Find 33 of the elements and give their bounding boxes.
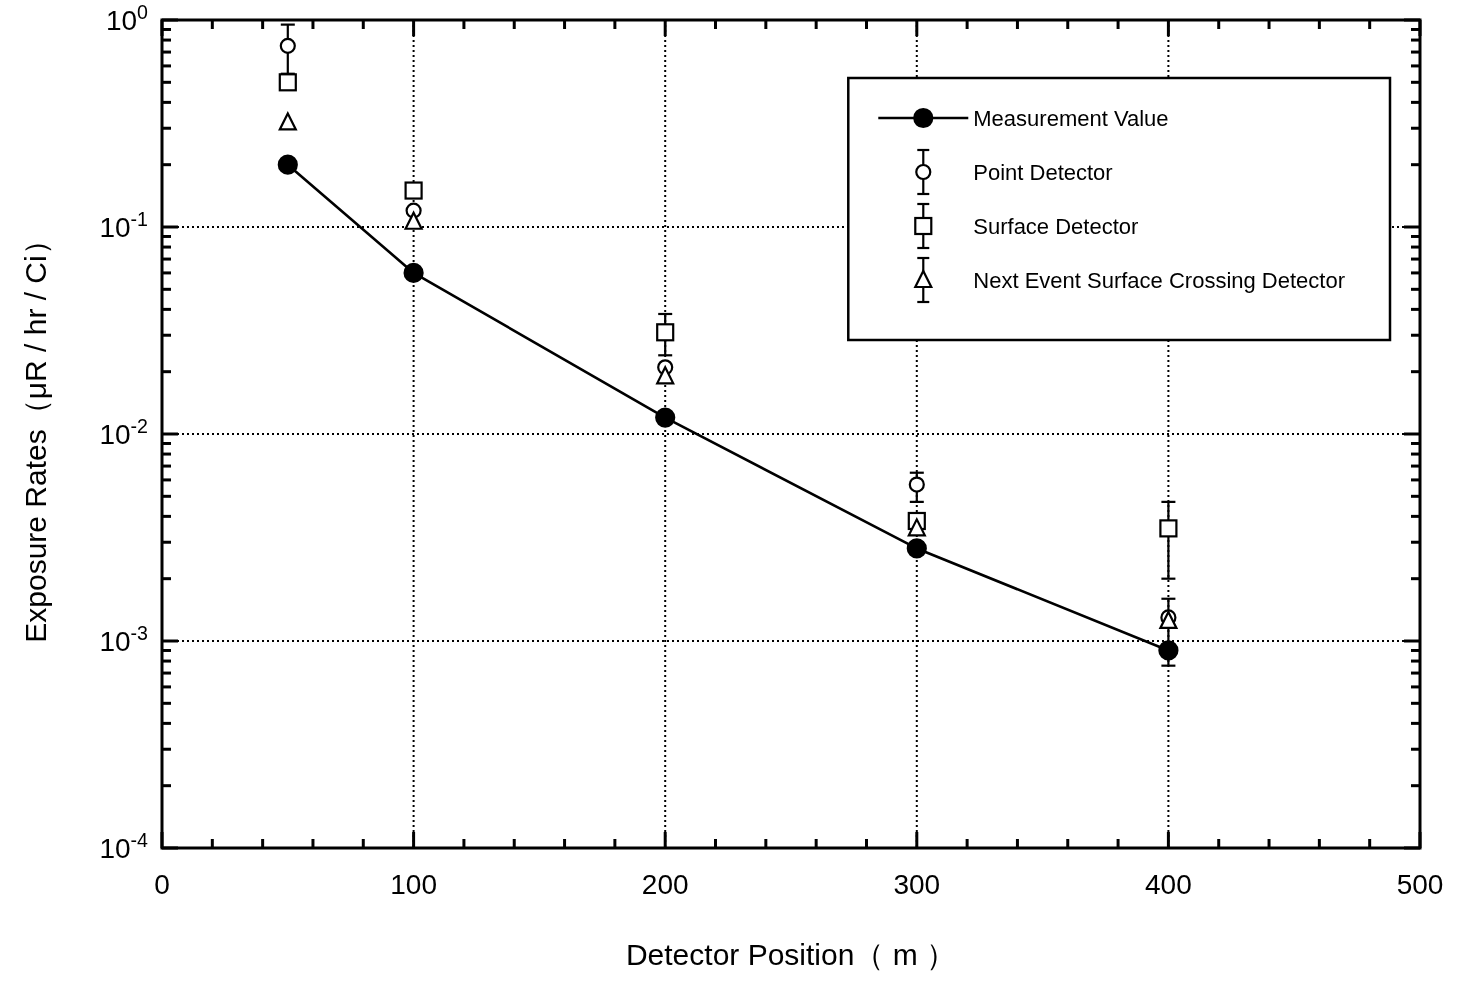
y-tick-label: 10$^{0}$ [105,1,149,36]
point [908,476,925,493]
x-tick-label: 0 [154,869,170,900]
point [279,37,296,54]
x-tick-label: 500 [1396,869,1444,900]
legend-label: Surface Detector [973,214,1139,239]
point [1159,610,1178,630]
x-tick-label: 300 [893,869,941,900]
x-axis-title: Detector Position（ m ） [625,938,957,971]
point [1159,519,1178,538]
legend-label: Measurement Value [973,106,1169,131]
point [655,407,676,428]
y-axis-title: Exposure Rates（μR / hr / Ci） [19,225,52,643]
point [906,538,927,559]
point [278,73,297,92]
x-tick-label: 100 [390,869,437,900]
legend-label: Point Detector [973,160,1113,185]
point [278,112,297,131]
point [907,518,926,537]
point [404,181,423,200]
point [277,154,298,175]
point [1158,640,1179,661]
legend-label: Next Event Surface Crossing Detector [973,268,1345,293]
y-tick-label: 10$^{-1}$ [99,208,148,243]
y-tick-label: 10$^{-2}$ [99,415,148,450]
y-tick-label: 10$^{-3}$ [99,622,149,657]
point [403,262,424,284]
point [656,323,675,342]
point [404,211,423,230]
x-tick-label: 400 [1145,869,1192,900]
y-tick-label: 10$^{-4}$ [99,829,149,864]
point [656,366,675,385]
x-tick-label: 200 [641,869,689,900]
